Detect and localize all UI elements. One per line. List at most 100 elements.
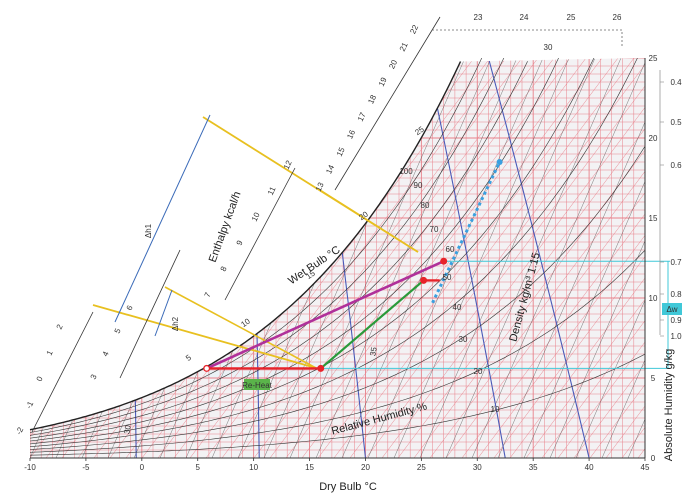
xlabel: Dry Bulb °C xyxy=(319,481,377,493)
grid-diag xyxy=(30,58,121,458)
outside-air-line xyxy=(431,161,501,304)
x-tick-label-15: 15 xyxy=(305,463,314,472)
dw-box xyxy=(662,303,682,315)
grid-diag xyxy=(365,58,645,458)
mid-label-30: 30 xyxy=(122,424,133,435)
grid-diag xyxy=(477,58,645,458)
enthalpy-tick-3: 3 xyxy=(89,373,99,381)
x-tick-label-5: 5 xyxy=(196,463,201,472)
enthalpy-tick-1: 1 xyxy=(45,349,55,357)
grid-diag xyxy=(30,58,41,458)
outside-air-point xyxy=(496,159,503,165)
enthalpy-tick-19: 19 xyxy=(377,76,389,88)
grid-enthalpy xyxy=(30,58,189,458)
density-line xyxy=(426,58,506,458)
grid-enthalpy xyxy=(601,58,645,458)
cooling-line xyxy=(320,279,425,370)
grid-enthalpy xyxy=(680,0,689,458)
density-line xyxy=(487,58,590,458)
grid-diag xyxy=(269,58,601,458)
enthalpy-tick-0: 0 xyxy=(35,375,45,383)
rh-curve xyxy=(30,58,595,445)
top-sub-label: 30 xyxy=(544,43,553,52)
right-tick-label-0.5: 0.5 xyxy=(670,118,682,127)
grid-diag xyxy=(0,18,8,458)
grid-diag xyxy=(413,58,645,458)
enthalpy-tick-22: 22 xyxy=(408,23,420,35)
grid-enthalpy xyxy=(471,58,645,458)
grid-diag xyxy=(30,58,153,458)
grid-enthalpy xyxy=(30,58,85,458)
grid-enthalpy xyxy=(497,58,645,458)
re-heat-box xyxy=(244,379,270,390)
grid-diag xyxy=(461,58,645,458)
rh-tick-80: 80 xyxy=(421,201,430,210)
grid-enthalpy xyxy=(30,58,33,458)
top-tick-26: 26 xyxy=(613,13,622,22)
y-tick-label-25: 25 xyxy=(649,54,658,63)
process-point-A xyxy=(440,257,448,265)
enthalpy-tick-21: 21 xyxy=(398,41,410,53)
enthalpy-tick-13: 13 xyxy=(314,181,326,193)
dh1-arrow xyxy=(114,114,211,323)
wb-tick-5: 5 xyxy=(184,353,193,363)
enthalpy-tick-6: 6 xyxy=(125,304,135,312)
right-tick-label-1.0: 1.0 xyxy=(670,332,682,341)
process-point-B xyxy=(420,276,428,284)
enthalpy-tick-8: 8 xyxy=(219,265,229,273)
re-heat-label: Re-Heat xyxy=(242,381,273,390)
density-line xyxy=(124,58,137,458)
top-tick-23: 23 xyxy=(474,13,483,22)
point-D-inner xyxy=(204,366,209,371)
x-tick-label-30: 30 xyxy=(473,463,482,472)
enthalpy-tick-18: 18 xyxy=(366,93,378,105)
x-tick-label-45: 45 xyxy=(641,463,650,472)
rh-curve xyxy=(30,353,645,456)
grid-enthalpy xyxy=(0,0,6,458)
y-tick-label-20: 20 xyxy=(649,134,658,143)
saturation-curve xyxy=(29,61,462,431)
grid-enthalpy xyxy=(30,58,137,458)
x-tick-label--10: -10 xyxy=(24,463,36,472)
rh-curve xyxy=(30,146,645,450)
dh2-label: Δh2 xyxy=(171,316,180,331)
x-tick-label-0: 0 xyxy=(140,463,145,472)
x-tick-label-35: 35 xyxy=(529,463,538,472)
enthalpy-tick--1: -1 xyxy=(24,399,35,410)
grid-enthalpy xyxy=(315,58,527,458)
rh-tick-70: 70 xyxy=(430,225,439,234)
grid-diag xyxy=(445,58,645,458)
grid-enthalpy xyxy=(575,58,645,458)
chart-area xyxy=(30,58,645,458)
grid-enthalpy xyxy=(30,58,163,458)
grid-enthalpy xyxy=(30,58,59,458)
grid-diag xyxy=(429,58,645,458)
right-tick-label-0.7: 0.7 xyxy=(670,258,682,267)
x-tick-label-10: 10 xyxy=(249,463,258,472)
y-tick-label-15: 15 xyxy=(649,214,658,223)
ylabel: Absolute Humidity g/kg xyxy=(663,349,675,462)
grid-diag xyxy=(0,18,24,458)
enthalpy-tick-7: 7 xyxy=(203,291,213,299)
x-tick-label-40: 40 xyxy=(585,463,594,472)
grid-diag xyxy=(381,58,645,458)
rh-curve xyxy=(30,249,645,453)
top-bracket xyxy=(432,29,623,48)
dh2-arrow xyxy=(154,289,173,337)
axes: -10 -5 0 5 10 15 20 25 30 35 40 4505101520250.40.50… xyxy=(24,54,682,472)
enthalpy-tick-12: 12 xyxy=(282,159,294,171)
rh-curve xyxy=(30,58,505,436)
grid-enthalpy xyxy=(523,58,645,458)
grid-diag xyxy=(237,58,569,458)
enthalpy-tick--2: -2 xyxy=(14,425,25,436)
enthalpy-guide-3 xyxy=(164,286,317,369)
grid-enthalpy xyxy=(419,58,631,458)
rh-tick-50: 50 xyxy=(443,273,452,282)
enthalpy-tick-14: 14 xyxy=(324,163,336,175)
enthalpy-guides xyxy=(31,16,682,433)
grid-diag xyxy=(557,58,645,458)
grid-enthalpy xyxy=(341,58,553,458)
process-point-C xyxy=(317,364,325,372)
rh-curve xyxy=(30,61,528,439)
